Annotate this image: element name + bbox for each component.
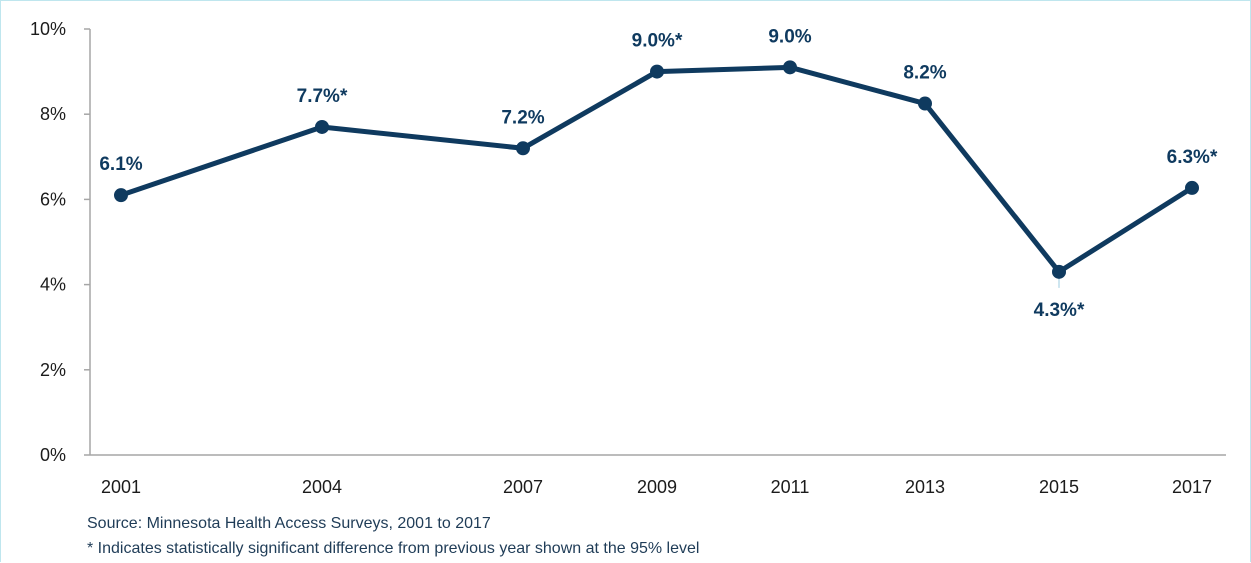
series-line-layer <box>118 64 1195 288</box>
data-point <box>315 119 329 134</box>
data-label: 7.2% <box>501 107 544 128</box>
y-tick-label: 4% <box>40 275 66 295</box>
data-label: 4.3%* <box>1034 300 1085 321</box>
data-point <box>1185 180 1199 195</box>
x-tick-label: 2017 <box>1172 477 1212 497</box>
y-tick-label: 2% <box>40 360 66 380</box>
line-chart: 0% 2% 4% 6% 8% 10% 2001 2004 2007 2009 2011 2013 201… <box>30 19 1226 497</box>
data-label: 6.3%* <box>1167 147 1218 168</box>
data-label: 8.2% <box>903 63 946 84</box>
y-tick-label: 8% <box>40 104 66 124</box>
x-tick-label: 2009 <box>637 477 677 497</box>
x-tick-label: 2004 <box>302 477 342 497</box>
data-label: 9.0% <box>768 26 811 47</box>
data-label: 7.7%* <box>297 86 348 107</box>
data-point <box>516 141 530 156</box>
data-label: 9.0%* <box>632 31 683 52</box>
series-line <box>118 64 1195 275</box>
axes: 0% 2% 4% 6% 8% 10% 2001 2004 2007 2009 2011 2013 201… <box>30 19 1226 497</box>
significance-footnote: * Indicates statistically significant di… <box>87 540 700 557</box>
x-tick-label: 2013 <box>905 477 945 497</box>
data-point <box>650 64 664 79</box>
y-tick-label: 6% <box>40 189 66 209</box>
x-tick-label: 2015 <box>1039 477 1079 497</box>
data-label: 6.1% <box>99 154 142 175</box>
y-tick-label: 0% <box>40 445 66 465</box>
source-note: Source: Minnesota Health Access Surveys,… <box>87 515 491 532</box>
data-point <box>114 188 128 203</box>
data-point <box>783 60 797 75</box>
x-tick-label: 2011 <box>771 477 810 497</box>
data-labels: 6.1% 7.7%* 7.2% 9.0%* 9.0% 8.2% 4.3%* 6.3%* <box>99 26 1218 320</box>
data-point <box>1052 264 1066 279</box>
x-tick-label: 2001 <box>101 477 141 497</box>
data-point <box>918 96 932 111</box>
data-points <box>114 60 1199 279</box>
y-tick-label: 10% <box>30 19 66 39</box>
x-tick-label: 2007 <box>503 477 543 497</box>
